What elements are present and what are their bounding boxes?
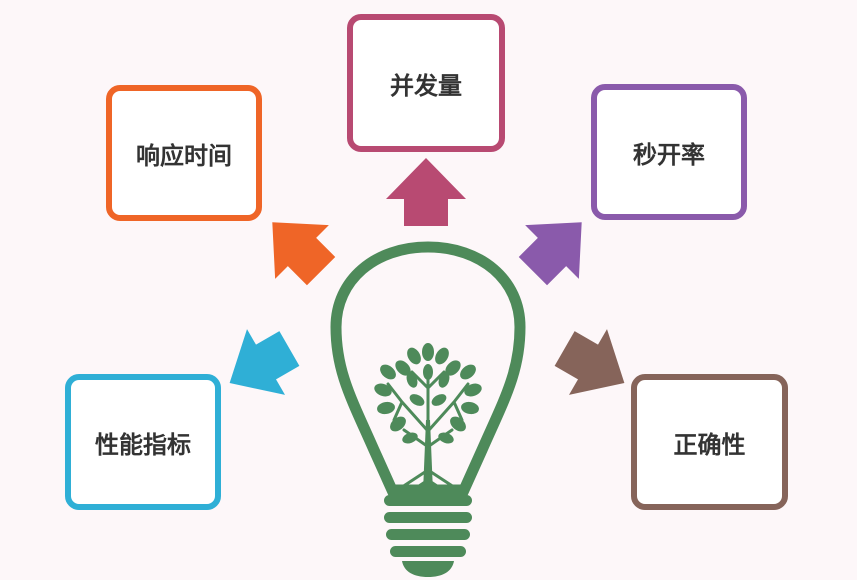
response-time-box: 响应时间 (106, 85, 262, 221)
arrow-down-left-icon (229, 329, 300, 395)
arrow-up-icon (386, 158, 466, 226)
lightbulb-tree-icon (330, 241, 526, 577)
instant-open-rate-box: 秒开率 (591, 84, 747, 220)
concurrency-label: 并发量 (390, 70, 462, 100)
performance-metrics-box: 性能指标 (65, 374, 221, 510)
response-time-label: 响应时间 (136, 140, 232, 170)
arrow-up-right-icon (518, 222, 582, 286)
arrow-up-left-icon (272, 222, 336, 286)
correctness-box: 正确性 (631, 374, 788, 510)
concurrency-box: 并发量 (347, 14, 505, 152)
instant-open-rate-label: 秒开率 (633, 139, 705, 169)
arrow-down-right-icon (554, 329, 625, 395)
correctness-label: 正确性 (673, 429, 746, 459)
performance-metrics-label: 性能指标 (95, 429, 191, 459)
